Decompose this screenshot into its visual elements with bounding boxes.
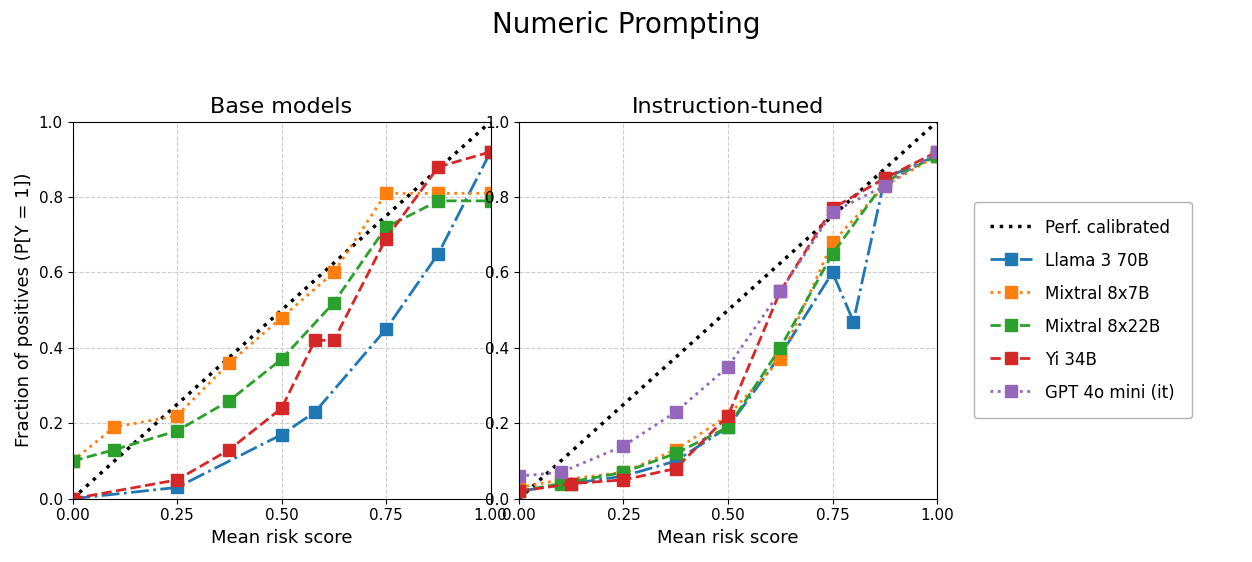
Line: GPT 4o mini (it): GPT 4o mini (it) xyxy=(513,146,943,482)
X-axis label: Mean risk score: Mean risk score xyxy=(210,529,352,547)
Mixtral 8x7B xyxy=(929,152,944,159)
Mixtral 8x22B xyxy=(616,469,631,475)
GPT 4o mini (it) xyxy=(512,473,527,479)
Yi 34B xyxy=(563,481,578,487)
Yi 34B xyxy=(327,337,342,344)
Llama 3 70B xyxy=(512,488,527,495)
Llama 3 70B xyxy=(825,269,840,276)
Yi 34B xyxy=(929,148,944,155)
Llama 3 70B xyxy=(308,409,323,415)
Mixtral 8x22B xyxy=(720,424,735,430)
Y-axis label: Fraction of positives (P[Y = 1]): Fraction of positives (P[Y = 1]) xyxy=(15,173,33,447)
Yi 34B xyxy=(483,148,498,155)
Line: Llama 3 70B: Llama 3 70B xyxy=(513,150,943,497)
Mixtral 8x7B xyxy=(106,424,121,430)
Line: Mixtral 8x22B: Mixtral 8x22B xyxy=(513,150,943,497)
Mixtral 8x22B xyxy=(553,481,568,487)
Llama 3 70B xyxy=(65,495,80,502)
Title: Base models: Base models xyxy=(210,97,353,117)
Line: Yi 34B: Yi 34B xyxy=(66,146,496,504)
Text: Numeric Prompting: Numeric Prompting xyxy=(492,11,760,39)
Yi 34B xyxy=(825,205,840,212)
Yi 34B xyxy=(720,413,735,419)
Mixtral 8x22B xyxy=(274,356,289,362)
Yi 34B xyxy=(378,235,393,242)
Mixtral 8x7B xyxy=(483,190,498,197)
Mixtral 8x22B xyxy=(825,250,840,257)
Mixtral 8x7B xyxy=(222,360,237,366)
Line: Mixtral 8x22B: Mixtral 8x22B xyxy=(66,196,496,466)
Yi 34B xyxy=(616,477,631,483)
Llama 3 70B xyxy=(274,431,289,438)
Yi 34B xyxy=(772,288,788,294)
Llama 3 70B xyxy=(772,352,788,359)
Mixtral 8x7B xyxy=(553,477,568,483)
Llama 3 70B xyxy=(720,424,735,430)
GPT 4o mini (it) xyxy=(825,209,840,216)
Legend: Perf. calibrated, Llama 3 70B, Mixtral 8x7B, Mixtral 8x22B, Yi 34B, GPT 4o mini : Perf. calibrated, Llama 3 70B, Mixtral 8… xyxy=(974,202,1192,418)
GPT 4o mini (it) xyxy=(929,148,944,155)
Llama 3 70B xyxy=(929,152,944,159)
Mixtral 8x7B xyxy=(65,457,80,464)
Mixtral 8x22B xyxy=(772,345,788,351)
Llama 3 70B xyxy=(669,457,684,464)
Line: Llama 3 70B: Llama 3 70B xyxy=(66,146,496,504)
Mixtral 8x22B xyxy=(378,224,393,230)
Mixtral 8x7B xyxy=(431,190,446,197)
Mixtral 8x22B xyxy=(222,397,237,404)
Llama 3 70B xyxy=(483,148,498,155)
Mixtral 8x22B xyxy=(512,488,527,495)
Yi 34B xyxy=(222,446,237,453)
Mixtral 8x22B xyxy=(669,450,684,457)
GPT 4o mini (it) xyxy=(720,364,735,370)
GPT 4o mini (it) xyxy=(616,442,631,449)
Line: Mixtral 8x7B: Mixtral 8x7B xyxy=(513,150,943,493)
Yi 34B xyxy=(65,495,80,502)
GPT 4o mini (it) xyxy=(878,183,893,189)
Mixtral 8x22B xyxy=(431,197,446,204)
Mixtral 8x7B xyxy=(169,413,184,419)
Line: Mixtral 8x7B: Mixtral 8x7B xyxy=(66,188,496,466)
Yi 34B xyxy=(308,337,323,344)
Mixtral 8x7B xyxy=(720,413,735,419)
Mixtral 8x7B xyxy=(825,239,840,246)
X-axis label: Mean risk score: Mean risk score xyxy=(657,529,799,547)
Llama 3 70B xyxy=(563,481,578,487)
Yi 34B xyxy=(878,175,893,182)
Mixtral 8x22B xyxy=(878,179,893,185)
GPT 4o mini (it) xyxy=(772,288,788,294)
Llama 3 70B xyxy=(169,484,184,491)
Mixtral 8x22B xyxy=(483,197,498,204)
Llama 3 70B xyxy=(878,175,893,182)
Mixtral 8x7B xyxy=(878,183,893,189)
Mixtral 8x7B xyxy=(327,269,342,276)
Mixtral 8x7B xyxy=(669,446,684,453)
Yi 34B xyxy=(669,465,684,472)
Mixtral 8x22B xyxy=(65,457,80,464)
Yi 34B xyxy=(512,488,527,495)
Yi 34B xyxy=(274,405,289,411)
Mixtral 8x22B xyxy=(169,428,184,434)
GPT 4o mini (it) xyxy=(669,409,684,415)
Yi 34B xyxy=(169,477,184,483)
Mixtral 8x7B xyxy=(512,484,527,491)
Title: Instruction-tuned: Instruction-tuned xyxy=(632,97,824,117)
Llama 3 70B xyxy=(616,473,631,479)
Mixtral 8x7B xyxy=(616,469,631,475)
Line: Yi 34B: Yi 34B xyxy=(513,146,943,497)
Mixtral 8x22B xyxy=(929,152,944,159)
Mixtral 8x22B xyxy=(106,446,121,453)
Mixtral 8x7B xyxy=(378,190,393,197)
GPT 4o mini (it) xyxy=(553,469,568,475)
Llama 3 70B xyxy=(378,325,393,332)
Mixtral 8x22B xyxy=(327,300,342,306)
Mixtral 8x7B xyxy=(772,356,788,362)
Mixtral 8x7B xyxy=(274,314,289,321)
Llama 3 70B xyxy=(431,250,446,257)
Llama 3 70B xyxy=(846,318,861,325)
Yi 34B xyxy=(431,164,446,170)
